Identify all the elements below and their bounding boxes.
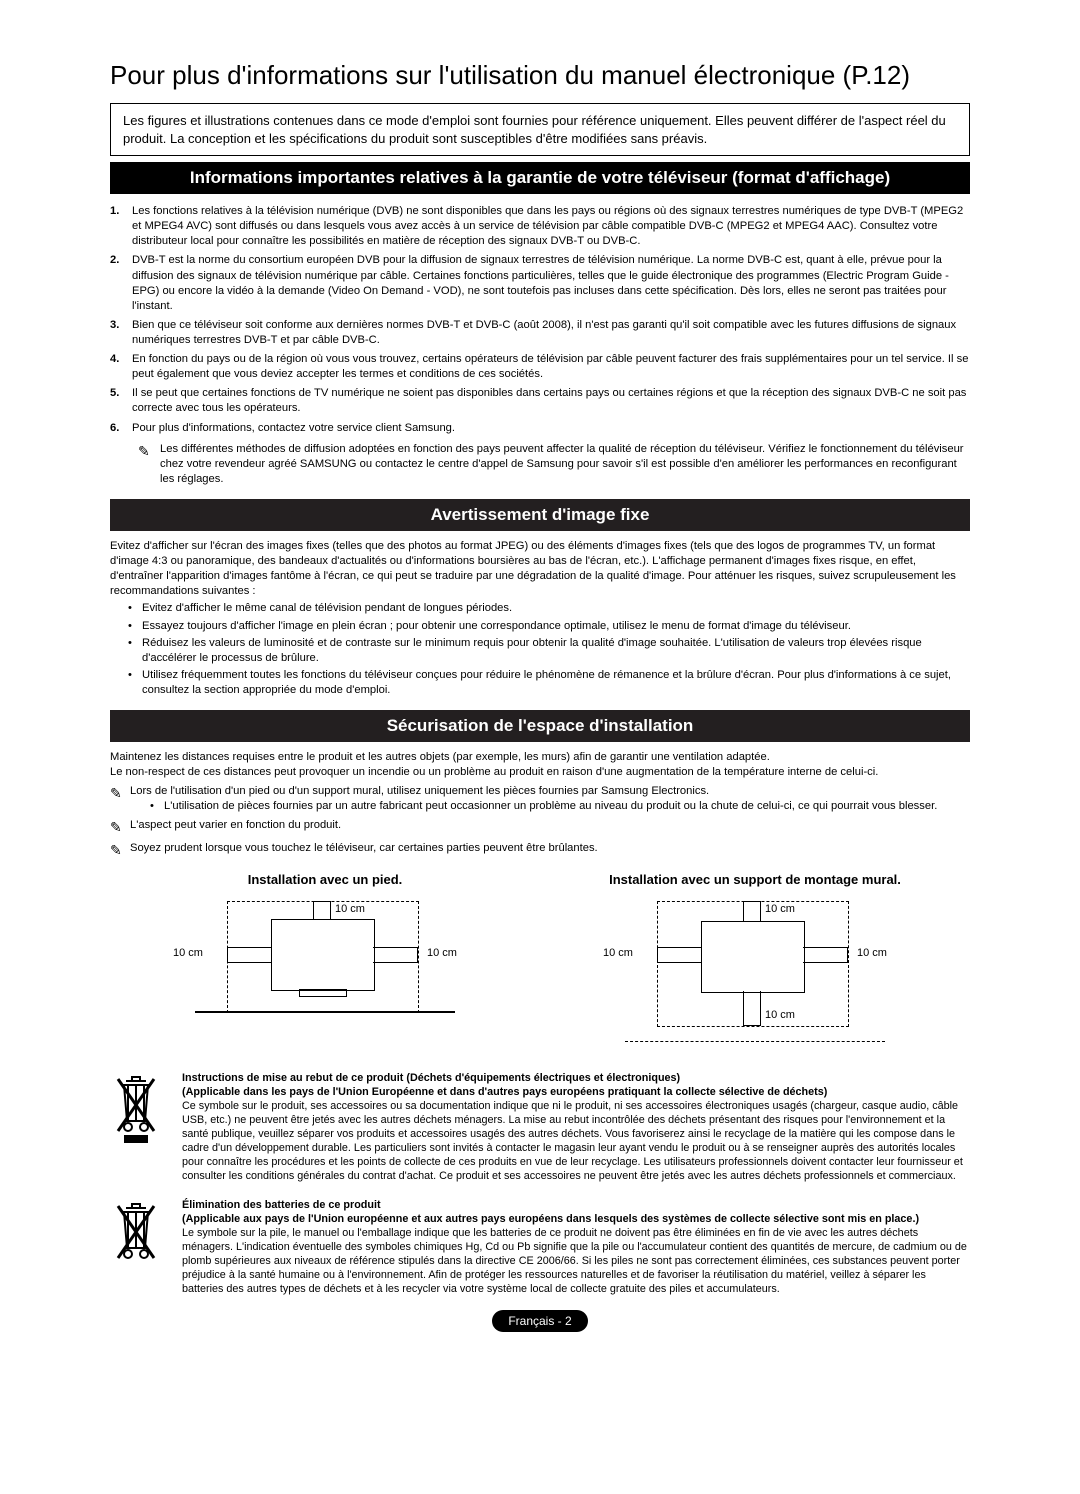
dimension-bottom: 10 cm [765, 1009, 795, 1021]
note-line: ✎ Soyez prudent lorsque vous touchez le … [110, 841, 970, 860]
disposal1-body: Ce symbole sur le produit, ses accessoir… [182, 1100, 963, 1182]
disposal-weee-row: Instructions de mise au rebut de ce prod… [110, 1071, 970, 1183]
install-diagrams-row: Installation avec un pied. 10 cm 10 cm 1… [110, 872, 970, 1051]
note-row: ✎ Les différentes méthodes de diffusion … [138, 442, 970, 487]
note-text: Les différentes méthodes de diffusion ad… [160, 442, 970, 487]
list-number: 2. [110, 253, 132, 313]
dimension-left: 10 cm [603, 947, 633, 959]
install-stand-col: Installation avec un pied. 10 cm 10 cm 1… [155, 872, 495, 1051]
list-item-text: DVB-T est la norme du consortium europée… [132, 253, 970, 313]
disposal2-title: Élimination des batteries de ce produit [182, 1199, 381, 1211]
disposal1-title: Instructions de mise au rebut de ce prod… [182, 1072, 680, 1084]
dimension-top: 10 cm [335, 903, 365, 915]
install-stand-caption: Installation avec un pied. [155, 872, 495, 887]
note-icon: ✎ [110, 841, 130, 860]
disposal-battery-text: Élimination des batteries de ce produit … [182, 1198, 970, 1296]
list-item-text: En fonction du pays ou de la région où v… [132, 352, 970, 382]
note-icon: ✎ [138, 442, 160, 487]
intro-box: Les figures et illustrations contenues d… [110, 103, 970, 156]
page-number-badge: Français - 2 [492, 1310, 587, 1332]
section3-p2: Le non-respect de ces distances peut pro… [110, 765, 970, 780]
dimension-top: 10 cm [765, 903, 795, 915]
list-item-text: Il se peut que certaines fonctions de TV… [132, 386, 970, 416]
tv-wall-diagram: 10 cm 10 cm 10 cm 10 cm [585, 901, 925, 1051]
install-wall-caption: Installation avec un support de montage … [585, 872, 925, 887]
bullet-item: L'utilisation de pièces fournies par un … [150, 799, 937, 814]
dimension-right: 10 cm [857, 947, 887, 959]
disposal2-body: Le symbole sur la pile, le manuel ou l'e… [182, 1227, 967, 1295]
note-line: ✎ L'aspect peut varier en fonction du pr… [110, 818, 970, 837]
page-title: Pour plus d'informations sur l'utilisati… [110, 60, 970, 91]
bullet-item: Utilisez fréquemment toutes les fonction… [128, 668, 970, 698]
section3-p1: Maintenez les distances requises entre l… [110, 750, 970, 765]
list-number: 3. [110, 318, 132, 348]
list-number: 4. [110, 352, 132, 382]
list-item-text: Les fonctions relatives à la télévision … [132, 204, 970, 249]
note-icon: ✎ [110, 784, 130, 814]
note-sub-bullets: L'utilisation de pièces fournies par un … [150, 799, 937, 814]
note-icon: ✎ [110, 818, 130, 837]
section-header-warning: Avertissement d'image fixe [110, 499, 970, 531]
install-wall-col: Installation avec un support de montage … [585, 872, 925, 1051]
tv-stand-diagram: 10 cm 10 cm 10 cm [155, 901, 495, 1051]
footer: Français - 2 [110, 1310, 970, 1332]
disposal-weee-text: Instructions de mise au rebut de ce prod… [182, 1071, 970, 1183]
section2-bullets: Evitez d'afficher le même canal de télév… [128, 601, 970, 698]
disposal2-subtitle: (Applicable aux pays de l'Union européen… [182, 1213, 919, 1225]
section-header-warranty: Informations importantes relatives à la … [110, 162, 970, 194]
list-number: 6. [110, 421, 132, 436]
bullet-item: Essayez toujours d'afficher l'image en p… [128, 619, 970, 634]
battery-bin-icon [110, 1202, 162, 1296]
note-text: Lors de l'utilisation d'un pied ou d'un … [130, 785, 709, 797]
section2-intro: Evitez d'afficher sur l'écran des images… [110, 539, 970, 599]
disposal1-subtitle: (Applicable dans les pays de l'Union Eur… [182, 1086, 827, 1098]
section-header-install: Sécurisation de l'espace d'installation [110, 710, 970, 742]
list-item-text: Pour plus d'informations, contactez votr… [132, 421, 455, 436]
weee-bin-icon [110, 1075, 162, 1183]
list-number: 1. [110, 204, 132, 249]
bullet-item: Réduisez les valeurs de luminosité et de… [128, 636, 970, 666]
dimension-right: 10 cm [427, 947, 457, 959]
list-item-text: Bien que ce téléviseur soit conforme aux… [132, 318, 970, 348]
bullet-item: Evitez d'afficher le même canal de télév… [128, 601, 970, 616]
note-text: L'aspect peut varier en fonction du prod… [130, 818, 341, 837]
dimension-left: 10 cm [173, 947, 203, 959]
document-page: Pour plus d'informations sur l'utilisati… [0, 0, 1080, 1372]
note-text: Soyez prudent lorsque vous touchez le té… [130, 841, 598, 860]
disposal-battery-row: Élimination des batteries de ce produit … [110, 1198, 970, 1296]
list-number: 5. [110, 386, 132, 416]
numbered-list: 1.Les fonctions relatives à la télévisio… [110, 204, 970, 436]
note-line: ✎ Lors de l'utilisation d'un pied ou d'u… [110, 784, 970, 814]
